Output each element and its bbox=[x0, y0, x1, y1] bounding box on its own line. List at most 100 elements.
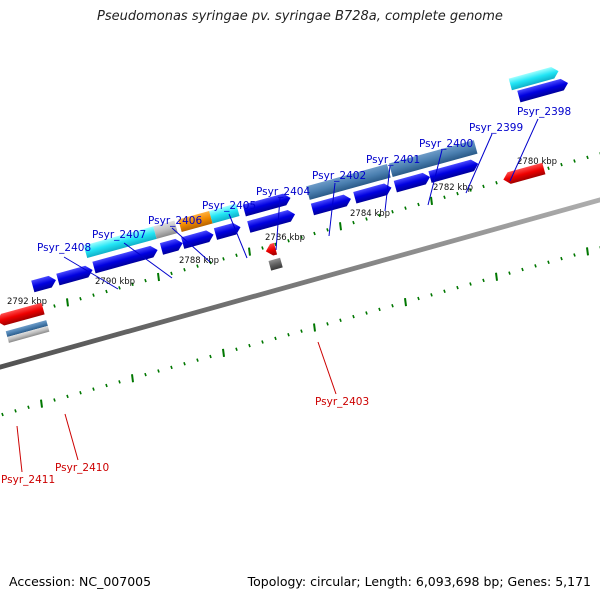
gene-psyr-2398[interactable] bbox=[508, 65, 560, 91]
label-psyr-2401: Psyr_2401 bbox=[366, 154, 420, 166]
scale-tick-minor bbox=[378, 213, 381, 218]
scale-label: 2786 kbp bbox=[265, 233, 305, 243]
gene-psyr-2410b[interactable] bbox=[5, 320, 50, 343]
scale-tick-minor bbox=[235, 253, 238, 257]
gene-psyr-2401[interactable] bbox=[306, 164, 391, 200]
gene-psyr-2401b[interactable] bbox=[310, 193, 353, 216]
scale-tick-minor bbox=[183, 267, 186, 272]
gene-psyr-2401-arrow[interactable] bbox=[353, 182, 393, 204]
label-psyr-2407: Psyr_2407 bbox=[92, 229, 146, 241]
scale-tick-minor bbox=[300, 235, 303, 239]
scale-tick-minor bbox=[313, 231, 316, 236]
scale-tick-minor bbox=[118, 286, 121, 290]
scale-tick-minor bbox=[92, 293, 95, 297]
scale-tick-minor bbox=[209, 354, 212, 359]
scale-tick-minor bbox=[157, 369, 160, 373]
scale-tick-minor bbox=[352, 314, 355, 319]
gene-psyr-2410[interactable] bbox=[0, 302, 45, 327]
scale-tick-major bbox=[157, 272, 160, 282]
scale-tick-minor bbox=[27, 405, 30, 409]
scale-tick-minor bbox=[365, 217, 368, 221]
label-psyr-2406: Psyr_2406 bbox=[148, 215, 202, 227]
scale-tick-minor bbox=[300, 329, 303, 333]
gene-labels: Psyr_2398 Psyr_2399 Psyr_2400 Psyr_2401 … bbox=[1, 106, 571, 486]
gene-psyr-2402b[interactable] bbox=[247, 208, 296, 233]
scale-tick-minor bbox=[326, 228, 329, 232]
scale-tick-minor bbox=[521, 267, 524, 272]
map-title: Pseudomonas syringae pv. syringae B728a,… bbox=[97, 9, 503, 24]
gene-psyr-2405[interactable] bbox=[153, 220, 178, 239]
scale-tick-minor bbox=[261, 246, 264, 250]
scale-tick-minor bbox=[248, 343, 251, 348]
scale-tick-minor bbox=[105, 383, 108, 388]
gene-psyr-2398b[interactable] bbox=[517, 77, 569, 103]
gene-psyr-2399-arrow[interactable] bbox=[428, 158, 479, 183]
scale-tick-minor bbox=[378, 307, 381, 312]
scale-tick-minor bbox=[352, 220, 355, 225]
scale-tick-minor bbox=[508, 271, 511, 275]
label-psyr-2400: Psyr_2400 bbox=[419, 138, 473, 150]
scale-tick-major bbox=[313, 323, 316, 332]
scale-tick-minor bbox=[365, 311, 368, 315]
scale-label: 2782 kbp bbox=[433, 183, 473, 193]
scale-tick-major bbox=[339, 222, 342, 231]
scale-label: 2790 kbp bbox=[95, 277, 135, 287]
label-leaders bbox=[16, 118, 539, 473]
gene-features bbox=[0, 65, 569, 343]
gene-psyr-2403b[interactable] bbox=[268, 257, 283, 271]
gene-psyr-2402[interactable] bbox=[242, 192, 292, 217]
scale-labels: 2780 kbp 2782 kbp 2784 kbp 2786 kbp 2788 kbp… bbox=[7, 157, 557, 307]
gene-psyr-2399[interactable] bbox=[388, 140, 478, 177]
scale-tick-minor bbox=[222, 257, 225, 261]
scale-tick-minor bbox=[404, 206, 407, 210]
label-psyr-2404: Psyr_2404 bbox=[256, 186, 310, 198]
gene-psyr-2406b[interactable] bbox=[92, 237, 184, 274]
gene-psyr-2408[interactable] bbox=[31, 274, 57, 293]
scale-tick-major bbox=[586, 247, 589, 256]
gene-red-right[interactable] bbox=[502, 162, 546, 186]
scale-tick-minor bbox=[547, 260, 550, 265]
scale-tick-minor bbox=[105, 289, 108, 294]
label-psyr-2402: Psyr_2402 bbox=[312, 170, 366, 182]
scale-tick-minor bbox=[274, 242, 277, 247]
scale-label: 2780 kbp bbox=[517, 157, 557, 167]
label-psyr-2398: Psyr_2398 bbox=[517, 106, 571, 118]
scale-tick-major bbox=[66, 298, 69, 307]
scale-tick-minor bbox=[326, 322, 329, 326]
gene-psyr-2400[interactable] bbox=[393, 171, 432, 193]
scale-tick-major bbox=[430, 196, 433, 206]
scale-tick-minor bbox=[534, 264, 537, 268]
scale-tick-minor bbox=[261, 340, 264, 344]
scale-tick-minor bbox=[456, 191, 459, 196]
scale-tick-minor bbox=[482, 278, 485, 283]
scale-tick-minor bbox=[430, 293, 433, 297]
scale-tick-minor bbox=[14, 409, 17, 413]
scale-tick-minor bbox=[183, 361, 186, 366]
scale-tick-minor bbox=[53, 398, 56, 402]
scale-tick-major bbox=[404, 298, 407, 307]
scale-tick-minor bbox=[443, 289, 446, 294]
genome-backbone bbox=[0, 197, 600, 370]
scale-tick-minor bbox=[196, 264, 199, 268]
scale-ticks bbox=[1, 152, 600, 417]
gene-psyr-2404[interactable] bbox=[178, 203, 240, 232]
scale-tick-minor bbox=[417, 296, 420, 301]
gene-psyr-2407[interactable] bbox=[56, 264, 94, 286]
gene-psyr-2403[interactable] bbox=[264, 242, 278, 257]
scale-tick-major bbox=[40, 399, 43, 408]
scale-tick-minor bbox=[573, 253, 576, 257]
scale-tick-minor bbox=[482, 184, 485, 189]
label-psyr-2399: Psyr_2399 bbox=[469, 122, 523, 134]
gene-psyr-2406[interactable] bbox=[83, 226, 157, 259]
scale-tick-minor bbox=[79, 296, 82, 301]
scale-tick-minor bbox=[586, 155, 589, 160]
scale-tick-minor bbox=[92, 387, 95, 391]
scale-tick-minor bbox=[144, 278, 147, 283]
scale-tick-minor bbox=[1, 412, 4, 417]
gene-psyr-2404b[interactable] bbox=[181, 221, 242, 249]
scale-tick-minor bbox=[560, 162, 563, 167]
scale-tick-minor bbox=[547, 166, 550, 171]
scale-tick-minor bbox=[417, 202, 420, 207]
scale-tick-major bbox=[222, 348, 225, 357]
scale-tick-minor bbox=[235, 347, 238, 351]
